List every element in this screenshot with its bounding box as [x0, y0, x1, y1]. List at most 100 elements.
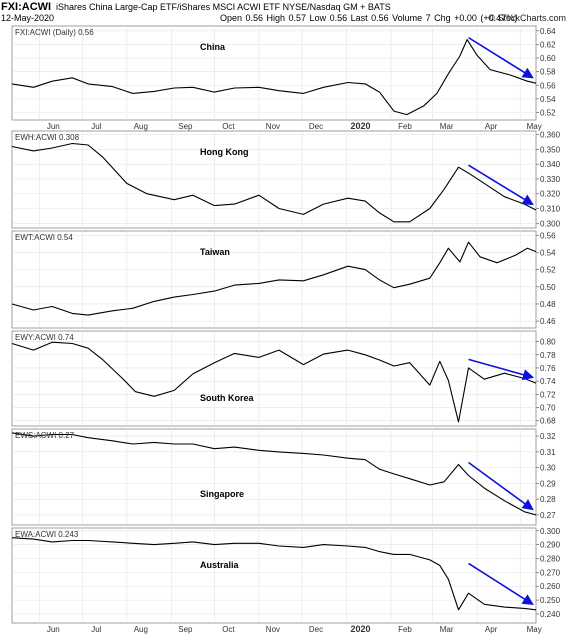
ytick-label-southkorea-0: 0.68 — [540, 417, 556, 426]
month-label-top-4: Oct — [222, 122, 235, 131]
month-label-bottom-0: Jun — [47, 625, 60, 634]
quote-summary: Open 0.56 High 0.57 Low 0.56 Last 0.56 V… — [220, 13, 518, 23]
series-line-hongkong — [11, 142, 537, 223]
trend-arrow-hongkong — [468, 164, 534, 206]
panel-title-singapore: Singapore — [200, 489, 244, 499]
ytick-label-china-3: 0.58 — [540, 68, 556, 77]
panel-legend-china: FXI:ACWI (Daily) 0.56 — [15, 28, 94, 37]
panel-legend-southkorea: EWY:ACWI 0.74 — [15, 333, 74, 342]
panel-title-taiwan: Taiwan — [200, 247, 230, 257]
series-line-singapore — [11, 432, 537, 516]
panel-frame-southkorea — [11, 330, 537, 427]
month-label-bottom-4: Oct — [222, 625, 235, 634]
trend-arrow-singapore — [468, 461, 534, 511]
ytick-label-china-5: 0.62 — [540, 40, 556, 49]
ytick-label-taiwan-5: 0.56 — [540, 231, 556, 240]
chart-header: FXI:ACWI iShares China Large-Cap ETF/iSh… — [0, 0, 574, 24]
month-label-top-1: Jul — [91, 122, 101, 131]
ytick-label-hongkong-6: 0.360 — [540, 131, 561, 140]
ytick-label-china-4: 0.60 — [540, 54, 556, 63]
month-label-bottom-11: May — [527, 625, 542, 634]
ytick-label-taiwan-0: 0.46 — [540, 317, 556, 326]
ytick-label-southkorea-4: 0.76 — [540, 364, 556, 373]
month-label-bottom-5: Nov — [266, 625, 280, 634]
ytick-label-southkorea-3: 0.74 — [540, 377, 556, 386]
ytick-label-singapore-4: 0.31 — [540, 448, 556, 457]
series-line-china — [11, 39, 537, 116]
panel-legend-hongkong: EWH:ACWI 0.308 — [15, 133, 80, 142]
ytick-label-southkorea-2: 0.72 — [540, 390, 556, 399]
panel-title-australia: Australia — [200, 560, 240, 570]
panel-legend-singapore: EWS:ACWI 0.27 — [15, 431, 75, 440]
series-line-southkorea — [11, 341, 537, 423]
month-label-top-7: 2020 — [350, 121, 370, 131]
month-label-top-9: Mar — [440, 122, 454, 131]
ytick-label-australia-4: 0.280 — [540, 555, 561, 564]
month-label-bottom-10: Apr — [485, 625, 498, 634]
ytick-label-hongkong-3: 0.330 — [540, 175, 561, 184]
ytick-label-singapore-5: 0.32 — [540, 432, 556, 441]
ytick-label-hongkong-5: 0.350 — [540, 145, 561, 154]
month-label-top-2: Aug — [134, 122, 148, 131]
panel-frame-singapore — [11, 428, 537, 526]
month-label-bottom-3: Sep — [178, 625, 193, 634]
month-label-bottom-9: Mar — [440, 625, 454, 634]
month-label-top-3: Sep — [178, 122, 193, 131]
ytick-label-hongkong-4: 0.340 — [540, 160, 561, 169]
ytick-label-china-1: 0.54 — [540, 95, 556, 104]
month-label-top-8: Feb — [398, 122, 412, 131]
source-credit: © StockCharts.com — [488, 13, 566, 23]
panel-frame-hongkong — [11, 130, 537, 229]
trend-arrow-australia — [468, 562, 534, 606]
ytick-label-southkorea-5: 0.78 — [540, 351, 556, 360]
ytick-label-hongkong-2: 0.320 — [540, 190, 561, 199]
ytick-label-taiwan-1: 0.48 — [540, 300, 556, 309]
ticker-description: iShares China Large-Cap ETF/iShares MSCI… — [56, 2, 391, 12]
panel-legend-taiwan: EWT:ACWI 0.54 — [15, 233, 73, 242]
month-label-top-6: Dec — [309, 122, 323, 131]
month-label-top-11: May — [527, 122, 542, 131]
ytick-label-china-6: 0.64 — [540, 27, 556, 36]
month-label-bottom-6: Dec — [309, 625, 323, 634]
series-line-taiwan — [11, 241, 537, 316]
panel-frame-china — [11, 25, 537, 121]
ytick-label-hongkong-0: 0.300 — [540, 219, 561, 228]
month-label-bottom-1: Jul — [91, 625, 101, 634]
trend-arrow-china — [468, 36, 534, 79]
panel-title-hongkong: Hong Kong — [200, 147, 249, 157]
ytick-label-australia-3: 0.270 — [540, 568, 561, 577]
ytick-label-china-0: 0.52 — [540, 109, 556, 118]
ytick-label-hongkong-1: 0.310 — [540, 205, 561, 214]
panel-frame-australia — [11, 527, 537, 624]
ytick-label-australia-5: 0.290 — [540, 541, 561, 550]
month-label-top-0: Jun — [47, 122, 60, 131]
panel-title-china: China — [200, 42, 226, 52]
ytick-label-china-2: 0.56 — [540, 81, 556, 90]
ytick-label-singapore-0: 0.27 — [540, 511, 556, 520]
series-line-australia — [11, 537, 537, 611]
ytick-label-southkorea-1: 0.70 — [540, 404, 556, 413]
panel-legend-australia: EWA:ACWI 0.243 — [15, 530, 79, 539]
ytick-label-taiwan-2: 0.50 — [540, 283, 556, 292]
ytick-label-australia-1: 0.250 — [540, 596, 561, 605]
ticker-symbol: FXI:ACWI — [1, 1, 52, 13]
panel-frame-taiwan — [11, 230, 537, 329]
ytick-label-australia-2: 0.260 — [540, 582, 561, 591]
ytick-label-southkorea-6: 0.80 — [540, 338, 556, 347]
ytick-label-singapore-2: 0.29 — [540, 479, 556, 488]
month-label-top-5: Nov — [266, 122, 280, 131]
month-label-bottom-2: Aug — [134, 625, 148, 634]
month-label-bottom-8: Feb — [398, 625, 412, 634]
ytick-label-taiwan-4: 0.54 — [540, 248, 556, 257]
ytick-label-singapore-1: 0.28 — [540, 495, 556, 504]
panel-title-southkorea: South Korea — [200, 393, 254, 403]
ytick-label-singapore-3: 0.30 — [540, 464, 556, 473]
ytick-label-australia-6: 0.300 — [540, 527, 561, 536]
month-label-top-10: Apr — [485, 122, 498, 131]
chart-date: 12-May-2020 — [1, 13, 55, 23]
month-label-bottom-7: 2020 — [350, 624, 370, 634]
ytick-label-australia-0: 0.240 — [540, 610, 561, 619]
ytick-label-taiwan-3: 0.52 — [540, 266, 556, 275]
trend-arrow-southkorea — [468, 358, 535, 381]
